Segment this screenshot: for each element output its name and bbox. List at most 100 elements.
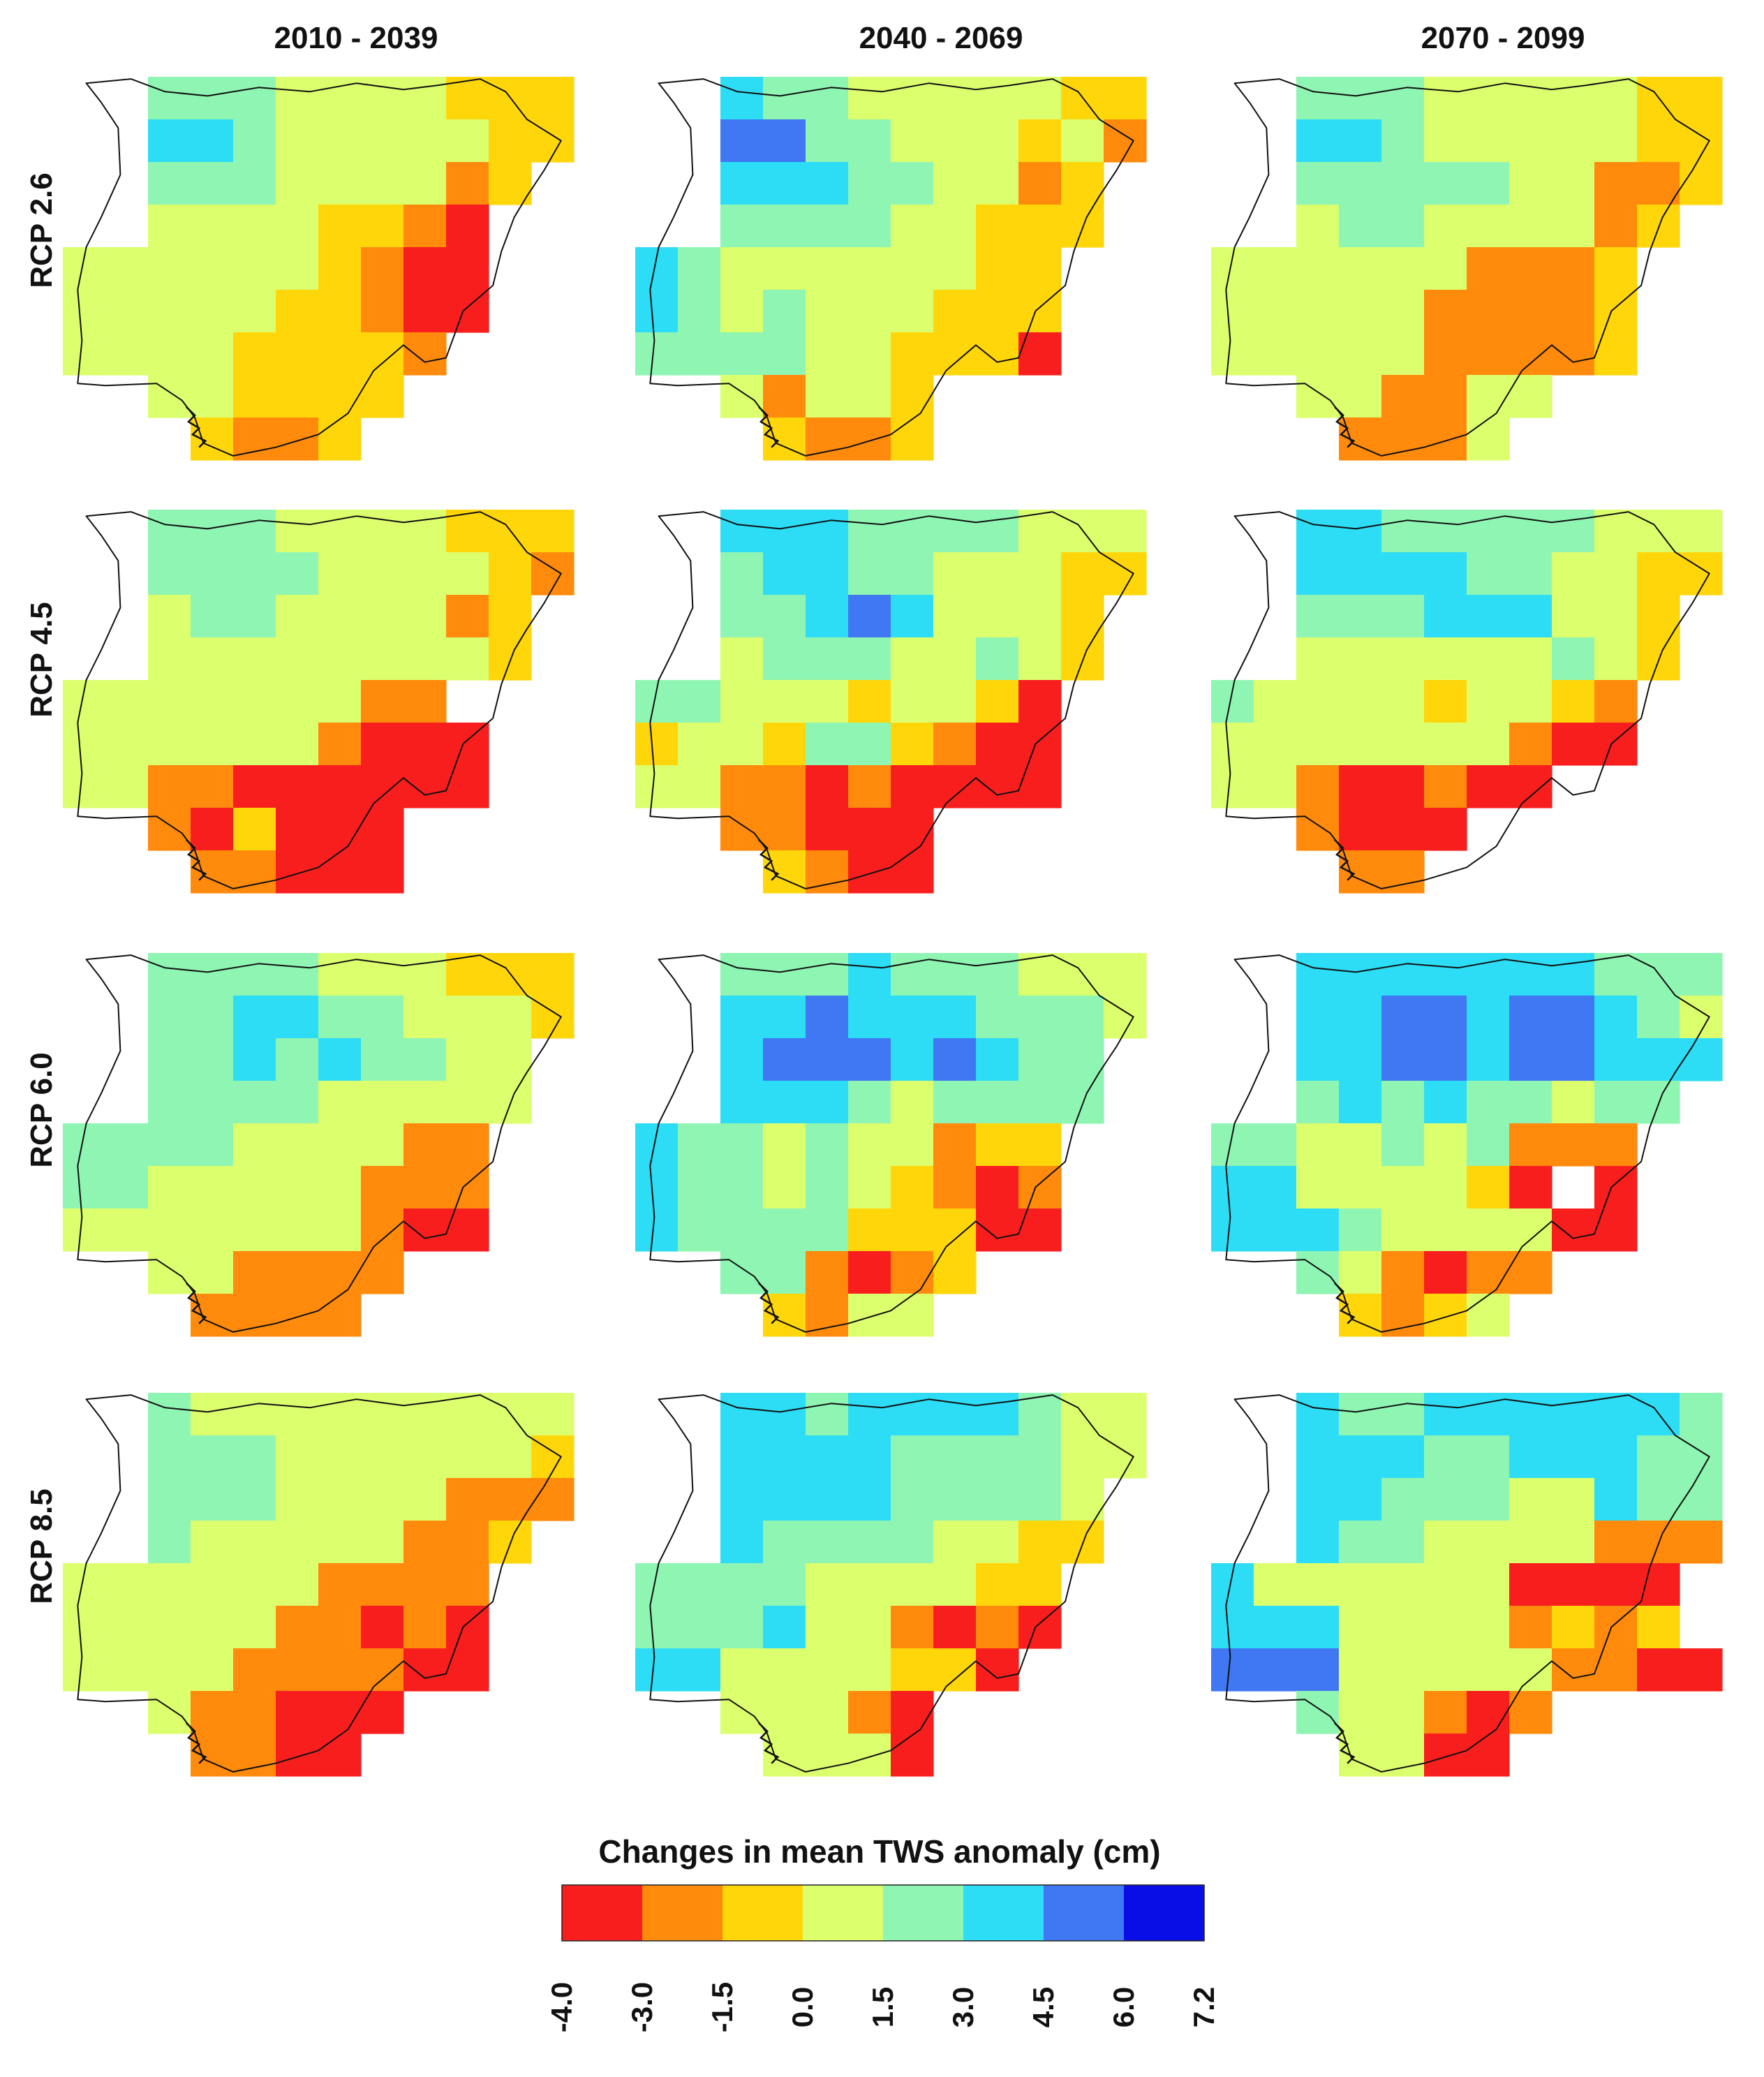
grid-cell (403, 1081, 447, 1124)
grid-cell (276, 808, 319, 851)
grid-cell (933, 1563, 977, 1606)
grid-cell (1381, 1294, 1425, 1337)
grid-cell (233, 290, 276, 333)
grid-cell (1509, 1648, 1552, 1692)
grid-cell (361, 637, 404, 681)
grid-cell (763, 1435, 806, 1479)
grid-cell (148, 637, 191, 681)
grid-cell (276, 1123, 319, 1167)
grid-cell (276, 996, 319, 1039)
legend-tick: 7.2 (1187, 1986, 1220, 2028)
grid-cell (1254, 680, 1297, 723)
grid-cell (678, 247, 721, 290)
grid-cell (1018, 162, 1062, 205)
grid-cell (891, 1251, 934, 1294)
grid-cell (1509, 1251, 1552, 1294)
grid-cell (191, 1393, 234, 1436)
country-border (649, 954, 1134, 1333)
grid-cell (720, 119, 764, 163)
grid-cell (403, 723, 447, 766)
grid-cell (635, 1208, 679, 1252)
grid-cell (848, 417, 891, 461)
grid-cell (361, 1691, 404, 1734)
grid-cell (678, 765, 721, 808)
grid-cell (1552, 1478, 1595, 1521)
grid-cell (763, 1478, 806, 1521)
grid-cell (1104, 953, 1147, 996)
grid-cell (361, 680, 404, 723)
grid-cell (976, 765, 1019, 808)
grid-cell (848, 595, 891, 638)
grid-cell (446, 1038, 489, 1081)
grid-cell (1339, 765, 1382, 808)
grid-cell (1552, 510, 1595, 553)
grid-cell (105, 1123, 149, 1167)
grid-cell (635, 1648, 679, 1692)
grid-cell (148, 808, 191, 851)
grid-cell (1339, 680, 1382, 723)
grid-cell (148, 1393, 191, 1436)
grid-cell (318, 290, 362, 333)
grid-cell (1296, 1208, 1340, 1252)
grid-cell (1637, 162, 1680, 205)
grid-cell (763, 595, 806, 638)
grid-cell (403, 205, 447, 248)
grid-cell (403, 953, 447, 996)
grid-cell (276, 765, 319, 808)
grid-cell (191, 723, 234, 766)
grid-cell (233, 332, 276, 376)
grid-cell (276, 1435, 319, 1479)
grid-cell (191, 332, 234, 376)
grid-cell (1018, 77, 1062, 120)
grid-cell (233, 680, 276, 723)
grid-cell (1339, 1563, 1382, 1606)
legend-swatch (562, 1885, 643, 1941)
grid-cell (806, 552, 849, 596)
grid-cell (361, 375, 404, 418)
grid-cell (720, 1123, 764, 1167)
grid-cell (1018, 1123, 1062, 1167)
grid-cell (1061, 1081, 1104, 1124)
grid-cell (933, 162, 977, 205)
grid-cell (1467, 1294, 1510, 1337)
grid-cell (233, 1521, 276, 1564)
grid-cell (1381, 1038, 1425, 1081)
grid-cell (891, 1166, 934, 1209)
map-panel (1211, 510, 1723, 894)
grid-cell (763, 77, 806, 120)
grid-cell (806, 1081, 849, 1124)
grid-cell (1339, 1038, 1382, 1081)
grid-cell (276, 205, 319, 248)
grid-cell (1211, 765, 1254, 808)
grid-cell (933, 205, 977, 248)
grid-cell (1467, 1691, 1510, 1734)
grid-cell (635, 1166, 679, 1209)
grid-cell (720, 1478, 764, 1521)
grid-cell (1509, 1038, 1552, 1081)
delta-coastline (1334, 838, 1356, 881)
grid-cell (1381, 247, 1425, 290)
grid-cell (933, 77, 977, 120)
legend-title: Changes in mean TWS anomaly (cm) (598, 1833, 1161, 1870)
grid-cell (763, 205, 806, 248)
grid-cell (105, 332, 149, 376)
grid-cell (1509, 1435, 1552, 1479)
grid-cell (806, 1435, 849, 1479)
grid-cell (446, 1081, 489, 1124)
grid-cell (848, 1734, 891, 1777)
grid-cell (806, 1393, 849, 1436)
grid-cell (1254, 1166, 1297, 1209)
grid-cell (976, 1393, 1019, 1436)
grid-cell (1061, 552, 1104, 596)
grid-cell (361, 850, 404, 894)
grid-cell (1018, 1521, 1062, 1564)
grid-cell (891, 595, 934, 638)
grid-cell (148, 595, 191, 638)
grid-cell (318, 1081, 362, 1124)
grid-cell (233, 1123, 276, 1167)
grid-cell (403, 680, 447, 723)
grid-cell (1552, 996, 1595, 1039)
grid-cell (361, 510, 404, 553)
grid-cell (489, 595, 532, 638)
grid-cell (1424, 1563, 1467, 1606)
